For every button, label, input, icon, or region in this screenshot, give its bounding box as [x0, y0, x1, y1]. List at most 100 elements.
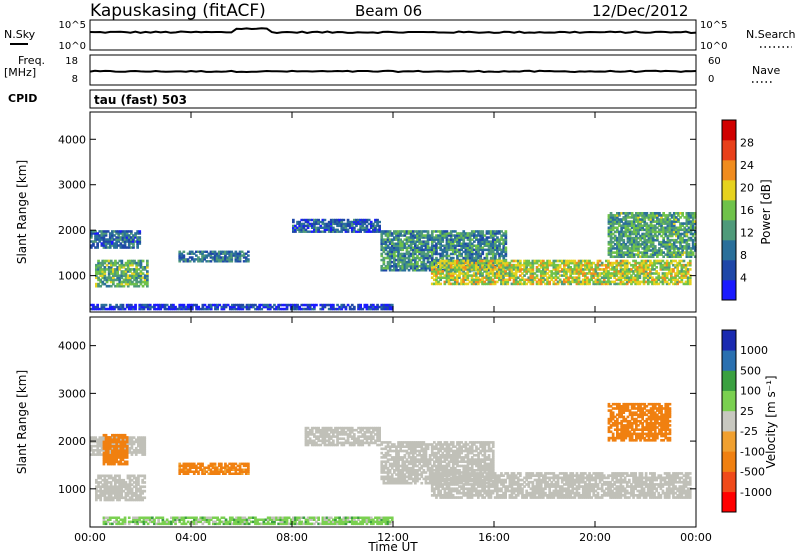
heatmap-cell: [117, 445, 121, 448]
heatmap-cell: [308, 303, 312, 307]
heatmap-cell: [119, 442, 123, 446]
heatmap-cell: [90, 232, 93, 235]
heatmap-cell: [102, 242, 106, 245]
heatmap-cell: [397, 244, 400, 247]
heatmap-cell: [613, 214, 617, 217]
heatmap-cell: [552, 263, 556, 267]
heatmap-cell: [213, 250, 217, 253]
heatmap-cell: [133, 274, 136, 277]
heatmap-cell: [405, 252, 409, 256]
heatmap-cell: [336, 433, 339, 436]
heatmap-cell: [113, 456, 116, 459]
heatmap-cell: [165, 303, 169, 307]
heatmap-cell: [361, 226, 365, 229]
heatmap-cell: [332, 433, 335, 436]
heatmap-cell: [502, 282, 505, 286]
heatmap-cell: [489, 250, 493, 254]
heatmap-cell: [687, 245, 691, 248]
heatmap-cell: [485, 270, 489, 273]
heatmap-cell: [405, 265, 409, 268]
heatmap-cell: [380, 466, 384, 470]
heatmap-cell: [209, 307, 213, 311]
heatmap-cell: [487, 244, 491, 247]
heatmap-cell: [170, 303, 173, 307]
heatmap-cell: [99, 492, 102, 495]
heatmap-cell: [418, 250, 421, 254]
heatmap-cell: [294, 228, 297, 231]
heatmap-cell: [353, 435, 356, 438]
heatmap-cell: [458, 236, 461, 239]
heatmap-cell: [123, 440, 127, 444]
heatmap-cell: [556, 282, 560, 286]
heatmap-cell: [125, 305, 129, 309]
heatmap-cell: [477, 270, 480, 273]
heatmap-cell: [437, 238, 440, 241]
heatmap-cell: [619, 263, 623, 267]
heatmap-cell: [523, 266, 526, 269]
heatmap-cell: [466, 248, 470, 252]
heatmap-cell: [458, 244, 461, 247]
heatmap-cell: [340, 431, 344, 434]
heatmap-cell: [188, 307, 192, 311]
heatmap-cell: [357, 220, 360, 224]
heatmap-cell: [670, 272, 673, 275]
heatmap-cell: [672, 230, 676, 234]
heatmap-cell: [336, 222, 339, 226]
heatmap-cell: [489, 248, 493, 252]
heatmap-cell: [372, 428, 375, 432]
heatmap-cell: [628, 270, 631, 273]
heatmap-cell: [143, 449, 147, 452]
heatmap-cell: [407, 236, 411, 239]
heatmap-cell: [613, 251, 617, 254]
heatmap-cell: [635, 243, 638, 246]
heatmap-cell: [643, 234, 647, 238]
heatmap-cell: [332, 226, 335, 229]
heatmap-cell: [380, 232, 384, 235]
heatmap-cell: [403, 242, 407, 245]
heatmap-cell: [103, 494, 107, 497]
heatmap-cell: [323, 441, 327, 445]
heatmap-cell: [344, 230, 348, 233]
heatmap-cell: [453, 270, 457, 273]
heatmap-cell: [569, 282, 572, 286]
heatmap-cell: [638, 272, 642, 275]
heatmap-cell: [130, 498, 134, 502]
heatmap-cell: [664, 245, 668, 248]
heatmap-cell: [685, 251, 689, 254]
heatmap-cell: [141, 444, 144, 448]
heatmap-cell: [99, 487, 102, 491]
heatmap-cell: [435, 272, 438, 275]
heatmap-cell: [454, 234, 457, 237]
heatmap-cell: [119, 246, 123, 249]
heatmap-cell: [192, 470, 196, 473]
heatmap-cell: [336, 307, 339, 311]
heatmap-cell: [441, 259, 445, 263]
heatmap-cell: [138, 236, 142, 239]
heatmap-cell: [464, 246, 468, 249]
heatmap-cell: [224, 464, 227, 468]
heatmap-cell: [625, 270, 629, 273]
heatmap-cell: [447, 268, 451, 271]
heatmap-cell: [124, 498, 128, 502]
heatmap-cell: [672, 222, 676, 225]
heatmap-cell: [146, 278, 149, 282]
heatmap-cell: [535, 274, 539, 277]
heatmap-cell: [393, 269, 396, 272]
heatmap-cell: [247, 462, 250, 466]
heatmap-cell: [586, 268, 589, 271]
heatmap-cell: [433, 246, 436, 249]
heatmap-cell: [124, 487, 128, 491]
heatmap-cell: [683, 251, 687, 254]
heatmap-cell: [384, 269, 388, 272]
heatmap-cell: [428, 246, 432, 249]
heatmap-cell: [310, 303, 314, 307]
heatmap-cell: [481, 261, 484, 265]
heatmap-cell: [443, 246, 447, 249]
heatmap-cell: [121, 232, 125, 235]
heatmap-cell: [689, 220, 693, 223]
heatmap-cell: [397, 260, 400, 264]
heatmap-cell: [451, 240, 455, 243]
heatmap-cell: [577, 261, 581, 265]
heatmap-cell: [466, 270, 470, 273]
